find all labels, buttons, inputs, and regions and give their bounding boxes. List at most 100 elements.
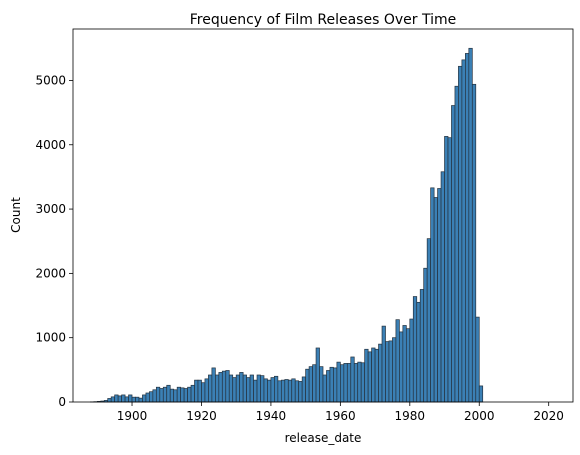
histogram-bar [336, 361, 341, 403]
histogram-bar [333, 367, 338, 403]
histogram-bar [110, 396, 116, 403]
histogram-bar [162, 386, 168, 403]
histogram-bar [371, 347, 376, 403]
histogram-bar [215, 374, 220, 403]
x-tick-label: 2020 [533, 409, 564, 423]
histogram-bar [176, 386, 181, 403]
histogram-bar [388, 340, 393, 403]
histogram-bar [350, 356, 355, 403]
histogram-bar [367, 351, 372, 403]
histogram-bar [412, 296, 418, 403]
histogram-bar [277, 380, 282, 403]
histogram-bars [90, 47, 484, 403]
histogram-bar [444, 136, 449, 403]
histogram-bar [211, 367, 216, 403]
x-tick-label: 2000 [464, 409, 495, 423]
histogram-bar [409, 318, 414, 403]
histogram-bar [364, 348, 369, 403]
y-tick-label: 1000 [35, 331, 66, 345]
histogram-bar [346, 363, 352, 403]
histogram-bar [319, 366, 324, 403]
histogram-bar [426, 238, 431, 403]
x-axis-ticks: 1900 1920 1940 1960 1980 2000 2020 [117, 402, 564, 423]
histogram-bar [228, 374, 234, 403]
histogram-bar [284, 379, 289, 403]
histogram-bar [267, 379, 272, 403]
histogram-bar [468, 47, 473, 403]
histogram-bar [142, 394, 147, 403]
histogram-bar [246, 377, 251, 403]
y-tick-label: 4000 [35, 138, 66, 152]
histogram-bar [437, 188, 442, 403]
histogram-bar [187, 386, 192, 403]
histogram-bar [399, 331, 404, 403]
histogram-bar [138, 397, 143, 403]
histogram-bar [291, 378, 296, 403]
histogram-bar [433, 197, 438, 403]
histogram-bar [395, 319, 400, 403]
histogram-bar [461, 59, 466, 403]
x-axis-label: release_date [285, 431, 362, 445]
histogram-bar [280, 379, 286, 403]
plot-frame [72, 28, 574, 403]
y-axis-ticks: 0 1000 2000 3000 4000 5000 [35, 73, 73, 409]
histogram-bar [260, 375, 265, 403]
histogram-bar [340, 364, 345, 403]
y-tick-label: 3000 [35, 202, 66, 216]
histogram-bar [451, 105, 456, 403]
histogram-bar [305, 368, 310, 403]
histogram-bar [121, 394, 126, 403]
histogram-bar [416, 301, 421, 403]
histogram-bar [385, 341, 390, 403]
histogram-bar [239, 372, 244, 403]
histogram-bar [131, 396, 136, 403]
histogram-bar [232, 377, 237, 403]
y-tick-label: 0 [58, 395, 66, 409]
histogram-bar [274, 375, 279, 403]
histogram-bar [475, 316, 480, 403]
histogram-bar [201, 382, 206, 403]
histogram-bar [374, 348, 379, 403]
histogram-bar [294, 380, 300, 403]
histogram-bar [360, 362, 366, 403]
chart-title: Frequency of Film Releases Over Time [190, 12, 456, 28]
histogram-bar [253, 379, 258, 403]
y-tick-label: 5000 [35, 73, 66, 87]
histogram-bar [392, 337, 397, 403]
histogram-bar [263, 378, 268, 403]
histogram-bar [149, 391, 154, 403]
histogram-bar [326, 370, 331, 403]
histogram-bar [190, 384, 195, 403]
histogram-bar [454, 85, 459, 403]
histogram-bar [225, 370, 230, 403]
histogram-bar [218, 372, 223, 403]
histogram-bar [270, 377, 275, 403]
histogram-bar [405, 328, 411, 403]
histogram-bar [378, 343, 383, 403]
histogram-bar [287, 379, 293, 403]
histogram-bar [381, 325, 386, 403]
histogram-bar [329, 366, 334, 403]
histogram-bar [197, 379, 202, 403]
y-tick-label: 2000 [35, 266, 66, 280]
histogram-bar [465, 53, 470, 403]
x-tick-label: 1980 [395, 409, 426, 423]
histogram-bar [256, 374, 261, 403]
histogram-bar [169, 388, 175, 403]
histogram-bar [166, 384, 171, 403]
histogram-bar [114, 394, 119, 403]
histogram-bar [204, 378, 209, 403]
histogram-bar [478, 385, 484, 403]
histogram-bar [242, 374, 247, 403]
histogram-bar [301, 376, 306, 403]
histogram-bar [353, 363, 359, 403]
histogram-bar [423, 267, 428, 403]
histogram-bar [152, 389, 157, 403]
histogram-bar [312, 364, 317, 403]
histogram-bar [145, 392, 150, 403]
histogram-bar [173, 389, 178, 403]
x-tick-label: 1920 [186, 409, 217, 423]
histogram-bar [343, 363, 348, 403]
histogram-bar [159, 388, 164, 403]
